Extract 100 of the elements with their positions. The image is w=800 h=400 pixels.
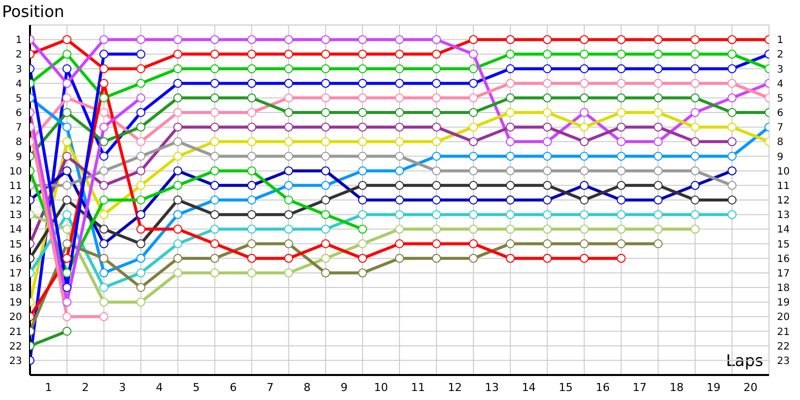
point (62, 298, 72, 307)
point (432, 50, 441, 59)
point (321, 166, 330, 176)
point (284, 50, 294, 59)
point (284, 108, 294, 117)
y2-tick-label: 23 (777, 356, 790, 367)
point (99, 210, 108, 220)
x-tick-label: 10 (374, 380, 388, 394)
point (321, 64, 330, 74)
point (358, 64, 368, 74)
point (654, 78, 663, 88)
point (728, 122, 737, 132)
point (321, 93, 330, 102)
x-tick-label: 13 (484, 380, 499, 394)
y2-tick-label: 16 (777, 254, 790, 265)
y-tick-label: 13 (9, 210, 22, 222)
point (284, 122, 294, 132)
point (62, 93, 72, 102)
point (173, 152, 182, 161)
point (468, 254, 478, 263)
point (358, 122, 368, 132)
point (728, 35, 737, 44)
point (210, 254, 220, 263)
point (284, 210, 294, 220)
point (432, 196, 441, 204)
point (136, 50, 146, 59)
y2-tick-label: 1 (777, 35, 784, 46)
point (432, 180, 441, 190)
point (395, 166, 404, 176)
y-tick-label: 7 (16, 122, 22, 134)
point (654, 152, 663, 161)
y2-tick-label: 5 (777, 93, 784, 104)
y2-tick-label: 15 (777, 239, 790, 250)
point (432, 35, 441, 44)
point (210, 108, 220, 117)
point (542, 35, 552, 44)
x-tick-label: 7 (266, 380, 274, 394)
y-tick-label: 15 (9, 239, 22, 250)
point (580, 196, 589, 204)
x-tick-label: 14 (522, 380, 536, 394)
point (210, 122, 220, 132)
point (468, 64, 478, 74)
point (616, 50, 626, 59)
y-tick-label: 23 (9, 356, 22, 367)
point (468, 50, 478, 59)
point (62, 137, 72, 146)
y2-tick-label: 3 (777, 64, 784, 76)
point (506, 239, 515, 248)
point (468, 180, 478, 190)
point (432, 152, 441, 161)
point (580, 93, 589, 102)
point (136, 35, 146, 44)
point (542, 122, 552, 132)
point (99, 152, 108, 161)
x-tick-label: 2 (82, 380, 89, 394)
point (506, 137, 515, 146)
point (358, 78, 368, 88)
point (210, 180, 220, 190)
point (728, 210, 737, 220)
point (432, 239, 441, 248)
point (690, 224, 700, 234)
point (99, 180, 108, 190)
point (99, 108, 108, 117)
point (395, 239, 404, 248)
point (99, 268, 108, 278)
point (690, 78, 700, 88)
point (358, 152, 368, 161)
x-tick-label: 19 (706, 380, 721, 394)
point (468, 93, 478, 102)
point (506, 166, 515, 176)
point (580, 254, 589, 263)
point (468, 137, 478, 146)
point (99, 196, 108, 204)
point (284, 268, 294, 278)
point (468, 239, 478, 248)
point (136, 64, 146, 74)
point (99, 35, 108, 44)
point (542, 254, 552, 263)
point (358, 196, 368, 204)
point (321, 180, 330, 190)
point (432, 108, 441, 117)
y-axis-title: Position (2, 2, 64, 21)
point (616, 166, 626, 176)
point (395, 122, 404, 132)
point (358, 239, 368, 248)
point (542, 108, 552, 117)
point (654, 180, 663, 190)
y2-tick-label: 14 (777, 224, 790, 236)
point (210, 239, 220, 248)
point (580, 35, 589, 44)
point (432, 122, 441, 132)
point (690, 210, 700, 220)
point (284, 224, 294, 234)
y2-tick-label: 17 (777, 268, 790, 280)
point (136, 93, 146, 102)
point (210, 50, 220, 59)
point (506, 108, 515, 117)
point (542, 152, 552, 161)
y-tick-label: 19 (9, 298, 22, 309)
point (284, 35, 294, 44)
